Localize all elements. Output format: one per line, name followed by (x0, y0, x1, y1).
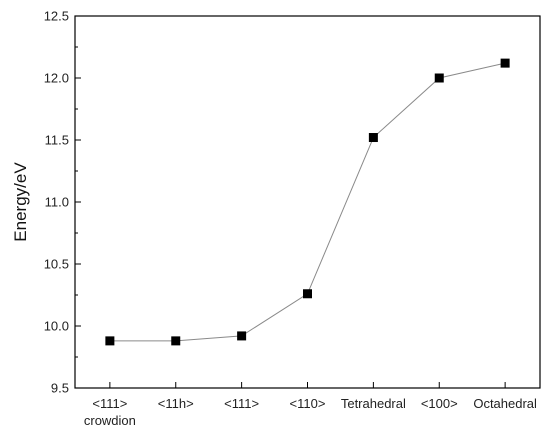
series-line-group (109, 62, 506, 342)
y-axis-ticks: 9.5 10.0 10.5 11.0 11.5 12.0 12.5 (44, 9, 81, 396)
x-tick-label: <111> (92, 396, 127, 411)
x-tick-label: Octahedral (473, 396, 537, 411)
plot-frame (74, 15, 541, 389)
data-point (237, 331, 247, 341)
x-axis-ticks: <111> crowdion <11h> <111> <110> Tetrahedral <… (84, 382, 537, 428)
x-tick-label: <111> (224, 396, 259, 411)
y-tick-label: 11.0 (45, 195, 69, 210)
x-tick-label: crowdion (84, 413, 136, 428)
data-point (105, 336, 115, 346)
y-tick-label: 12.5 (44, 9, 69, 24)
y-tick-label: 11.5 (45, 133, 69, 148)
data-point (368, 133, 378, 143)
x-tick-label: <110> (290, 396, 326, 411)
x-tick-label: <11h> (158, 396, 194, 411)
y-axis-label: Energy/eV (11, 162, 30, 242)
y-tick-label: 9.5 (51, 381, 69, 396)
plot-border (74, 15, 541, 389)
x-tick-label: <100> (421, 396, 458, 411)
data-markers (105, 58, 510, 346)
y-tick-label: 12.0 (44, 71, 69, 86)
data-point (500, 58, 510, 68)
series-line (109, 62, 506, 342)
x-tick-label: Tetrahedral (341, 396, 406, 411)
y-tick-label: 10.5 (44, 257, 69, 272)
data-point (171, 336, 181, 346)
data-point (434, 73, 444, 83)
y-tick-label: 10.0 (44, 319, 69, 334)
data-point (303, 289, 312, 299)
